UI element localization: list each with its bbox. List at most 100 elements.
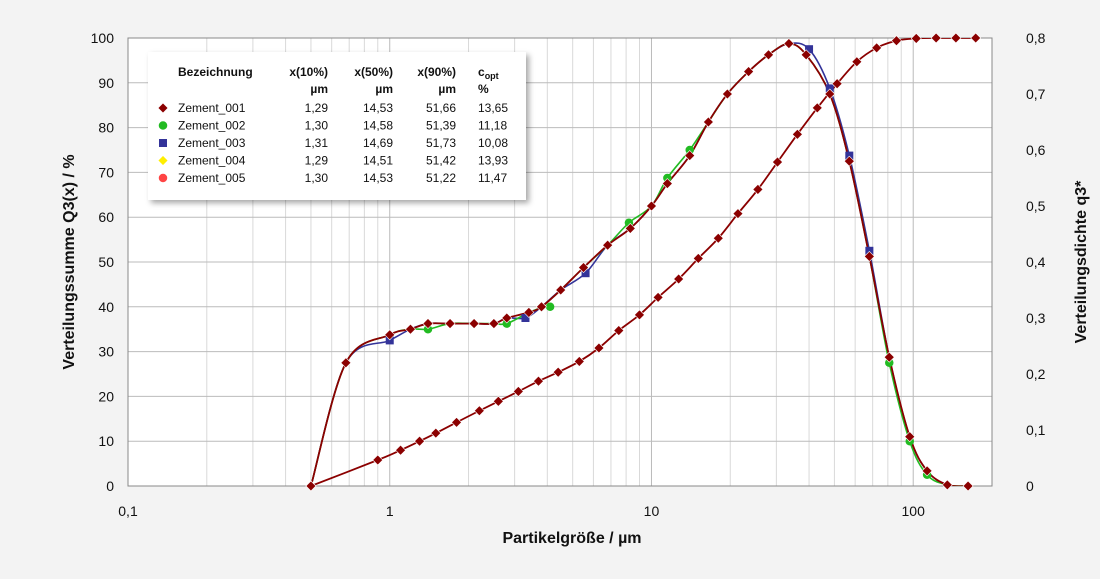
legend-header-x90: x(90%) (417, 65, 456, 79)
legend-marker-Zement_001 (157, 102, 169, 114)
y2-tick-label: 0,3 (1026, 310, 1046, 326)
q3-point-Zement_001 (593, 342, 605, 354)
density-point-Zement_001 (763, 49, 774, 61)
q3-point-Zement_001 (372, 454, 384, 466)
legend-header-name: Bezeichnung (178, 65, 253, 79)
density-point-Zement_001 (962, 480, 974, 492)
density-point-Zement_003 (865, 246, 874, 255)
density-point-Zement_001 (863, 250, 875, 262)
legend-marker-Zement_003 (159, 139, 167, 147)
q3-point-Zement_001 (652, 291, 664, 303)
q3-point-Zement_001 (851, 56, 863, 68)
legend-cell-x50: 14,58 (363, 119, 393, 133)
density-point-Zement_003 (845, 151, 854, 160)
density-point-Zement_001 (661, 178, 673, 190)
legend-header-copt: copt (478, 65, 499, 81)
q3-point-Zement_001 (811, 102, 823, 114)
y2-tick-label: 0,1 (1026, 422, 1046, 438)
legend-cell-x90: 51,39 (426, 119, 456, 133)
legend-cell-copt: 13,93 (478, 154, 508, 168)
y-tick-label: 70 (98, 164, 114, 180)
density-point-Zement_001 (843, 155, 855, 167)
y2-tick-label: 0,8 (1026, 30, 1046, 46)
legend-marker-Zement_002 (158, 121, 168, 130)
legend-cell-x90: 51,42 (426, 154, 456, 168)
density-point-Zement_001 (384, 329, 396, 341)
q3-point-Zement_001 (512, 386, 524, 397)
legend-cell-x50: 14,69 (363, 136, 393, 150)
q3-point-Zement_001 (430, 427, 442, 439)
legend-cell-x10: 1,30 (305, 171, 329, 185)
q3-point-Zement_001 (752, 183, 764, 195)
y-tick-label: 50 (98, 254, 114, 270)
legend-cell-x50: 14,53 (363, 101, 393, 115)
legend-cell-x10: 1,30 (305, 119, 329, 133)
legend: Bezeichnung x(10%) µm x(50%) µm x(90%) µ… (148, 52, 526, 200)
legend-cell-x10: 1,29 (305, 154, 329, 168)
x-tick-label: 10 (644, 503, 660, 519)
density-point-Zement_002 (545, 302, 555, 312)
x-tick-label: 0,1 (118, 503, 138, 519)
legend-cell-copt: 11,47 (478, 171, 507, 185)
y-tick-label: 100 (91, 30, 115, 46)
density-point-Zement_002 (423, 324, 433, 334)
q3-point-Zement_001 (395, 444, 406, 456)
legend-cell-name: Zement_005 (178, 171, 246, 185)
density-point-Zement_003 (385, 336, 394, 345)
legend-row: Zement_004 1,29 14,51 51,42 13,93 (157, 154, 508, 168)
legend-row: Zement_001 1,29 14,53 51,66 13,65 (157, 101, 508, 115)
density-point-Zement_001 (883, 351, 895, 363)
y2-tick-label: 0,5 (1026, 198, 1046, 214)
legend-row: Zement_003 1,31 14,69 51,73 10,08 (159, 136, 508, 150)
legend-cell-name: Zement_004 (178, 154, 246, 168)
y2-tick-label: 0,6 (1026, 142, 1046, 158)
legend-marker-Zement_005 (158, 173, 168, 183)
q3-point-Zement_001 (910, 33, 922, 44)
x-axis-ticks: 0,1 1 10 100 (118, 503, 925, 519)
density-point-Zement_003 (521, 314, 530, 322)
legend-rows: Zement_001 1,29 14,53 51,66 13,65 Zement_002 1… (157, 101, 508, 185)
q3-point-Zement_001 (451, 416, 462, 428)
y-tick-label: 20 (98, 388, 114, 404)
legend-marker-Zement_004 (157, 155, 169, 166)
legend-cell-name: Zement_003 (178, 136, 246, 150)
density-point-Zement_001 (624, 222, 636, 234)
density-point-Zement_001 (904, 431, 916, 443)
y-tick-label: 90 (98, 75, 114, 91)
q3-point-Zement_001 (552, 366, 564, 378)
x-axis-title: Partikelgröße / µm (502, 530, 641, 547)
q3-point-Zement_001 (692, 252, 704, 264)
density-point-Zement_001 (501, 312, 513, 324)
legend-cell-name: Zement_001 (178, 101, 246, 115)
y-tick-label: 30 (98, 344, 114, 360)
y2-tick-label: 0,7 (1026, 86, 1046, 102)
y2-tick-label: 0 (1026, 478, 1034, 494)
y2-axis-title: Verteilungsdichte q3* (1073, 180, 1090, 343)
legend-row: Zement_002 1,30 14,58 51,39 11,18 (158, 119, 507, 133)
density-point-Zement_003 (805, 45, 814, 54)
q3-point-Zement_001 (613, 325, 625, 336)
density-point-Zement_001 (444, 318, 456, 330)
q3-point-Zement_001 (871, 42, 883, 54)
legend-box (148, 52, 526, 200)
y2-tick-label: 0,4 (1026, 254, 1046, 270)
density-point-Zement_001 (646, 200, 657, 212)
legend-header-x50: x(50%) (354, 65, 393, 79)
y-tick-label: 60 (98, 209, 114, 225)
density-point-Zement_002 (663, 173, 672, 183)
q3-point-Zement_001 (712, 232, 724, 244)
q3-point-Zement_001 (930, 32, 942, 44)
legend-cell-x90: 51,73 (426, 136, 456, 150)
series-markers (305, 32, 982, 492)
legend-header-x10-unit: µm (310, 82, 328, 96)
density-point-Zement_001 (578, 262, 589, 274)
y-axis-title: Verteilungssumme Q3(x) / % (61, 154, 78, 369)
y2-axis-ticks: 0 0,1 0,2 0,3 0,4 0,5 0,6 0,7 0,8 (1026, 30, 1046, 494)
density-point-Zement_001 (488, 318, 500, 330)
x-tick-label: 1 (386, 503, 394, 519)
legend-cell-copt: 11,18 (478, 119, 507, 133)
density-point-Zement_001 (721, 88, 733, 100)
q3-point-Zement_001 (732, 208, 744, 220)
q3-point-Zement_001 (473, 405, 485, 417)
